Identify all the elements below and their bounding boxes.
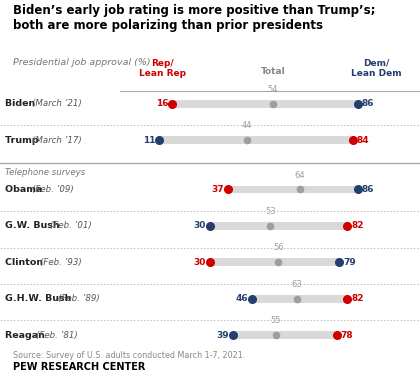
Bar [234,331,337,339]
Bar [252,295,347,303]
Text: Presidential job approval (%): Presidential job approval (%) [13,58,150,66]
Text: Dem/
Lean Dem: Dem/ Lean Dem [351,59,401,78]
Bar [210,222,347,230]
Text: 78: 78 [341,331,353,340]
Text: Total: Total [261,67,286,76]
Text: (Feb. ’89): (Feb. ’89) [58,294,100,303]
Text: Biden’s early job rating is more positive than Trump’s;
both are more polarizing: Biden’s early job rating is more positiv… [13,4,375,32]
Text: 84: 84 [357,136,369,145]
Text: 53: 53 [265,207,276,216]
Text: 55: 55 [270,316,281,325]
Text: (Feb. ’93): (Feb. ’93) [40,258,82,267]
Text: 46: 46 [235,294,248,303]
Text: 64: 64 [294,171,305,180]
Text: 30: 30 [193,258,205,267]
Text: 39: 39 [217,331,229,340]
Text: (Feb. ’81): (Feb. ’81) [36,331,78,340]
Text: 63: 63 [291,280,302,289]
Text: 82: 82 [351,294,364,303]
Text: Clinton: Clinton [5,258,46,267]
Bar [159,136,353,144]
Text: 30: 30 [193,221,205,230]
Text: Telephone surveys: Telephone surveys [5,168,85,177]
Text: (March ’17): (March ’17) [32,136,81,145]
Text: Trump: Trump [5,136,42,145]
Text: 37: 37 [211,185,224,194]
Text: 54: 54 [268,85,278,94]
Text: 86: 86 [362,185,374,194]
Bar [172,100,358,108]
Text: (Feb. ’09): (Feb. ’09) [32,185,73,194]
Bar [228,186,358,193]
Text: G.H.W. Bush: G.H.W. Bush [5,294,75,303]
Text: 79: 79 [344,258,356,267]
Text: 11: 11 [143,136,155,145]
Text: Obama: Obama [5,185,46,194]
Text: 44: 44 [241,121,252,130]
Text: (March ’21): (March ’21) [32,99,81,108]
Text: (Feb. ’01): (Feb. ’01) [50,221,91,230]
Text: Rep/
Lean Rep: Rep/ Lean Rep [139,59,186,78]
Text: Reagan: Reagan [5,331,48,340]
Text: Source: Survey of U.S. adults conducted March 1-7, 2021.: Source: Survey of U.S. adults conducted … [13,351,245,359]
Text: PEW RESEARCH CENTER: PEW RESEARCH CENTER [13,362,145,371]
Text: Biden: Biden [5,99,39,108]
Bar [210,258,339,266]
Text: 56: 56 [273,243,284,253]
Text: 16: 16 [156,99,168,108]
Text: 82: 82 [351,221,364,230]
Text: G.W. Bush: G.W. Bush [5,221,63,230]
Text: 86: 86 [362,99,374,108]
